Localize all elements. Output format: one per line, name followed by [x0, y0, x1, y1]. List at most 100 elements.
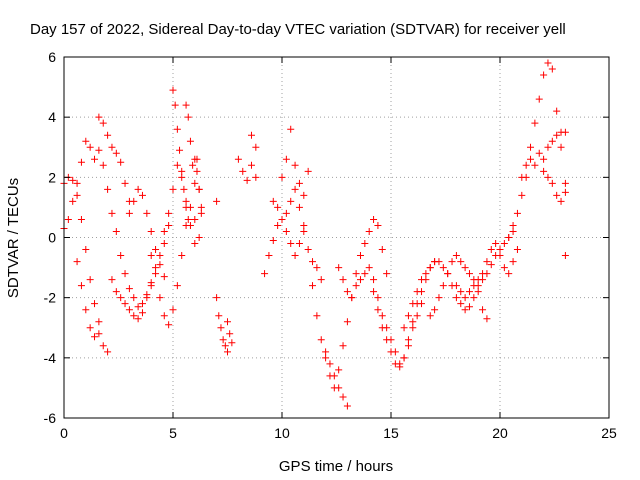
data-point: [252, 143, 260, 151]
data-point: [117, 294, 125, 302]
x-tick-label: 20: [492, 425, 508, 441]
series-sat-track-o: [234, 155, 260, 184]
y-tick-label: -2: [44, 290, 57, 306]
data-point: [99, 342, 107, 350]
data-point: [169, 306, 177, 314]
series-sat-track-a: [60, 137, 155, 311]
series-sat-track-d: [95, 113, 133, 205]
data-point: [82, 246, 90, 254]
data-point: [553, 191, 561, 199]
y-tick-label: 4: [48, 109, 56, 125]
data-point: [391, 360, 399, 368]
data-point: [409, 324, 417, 332]
data-point: [378, 312, 386, 320]
data-point: [69, 197, 77, 205]
data-point: [226, 330, 234, 338]
data-point: [561, 188, 569, 196]
data-point: [130, 294, 138, 302]
grid-lines: [64, 57, 609, 418]
data-point: [418, 276, 426, 284]
data-point: [274, 203, 282, 211]
data-point: [104, 348, 112, 356]
data-point: [191, 215, 199, 223]
data-point: [77, 282, 85, 290]
y-tick-label: 2: [48, 169, 56, 185]
data-point: [343, 318, 351, 326]
data-point: [365, 264, 373, 272]
data-point: [138, 309, 146, 317]
data-point: [479, 270, 487, 278]
data-point: [234, 155, 242, 163]
data-point: [527, 143, 535, 151]
data-point: [287, 197, 295, 205]
data-point: [73, 191, 81, 199]
data-point: [82, 137, 90, 145]
data-point: [82, 306, 90, 314]
data-points: [60, 59, 569, 410]
data-point: [180, 185, 188, 193]
data-point: [343, 288, 351, 296]
data-point: [243, 176, 251, 184]
data-point: [195, 234, 203, 241]
data-point: [561, 179, 569, 187]
data-point: [444, 270, 452, 278]
data-point: [213, 294, 221, 302]
data-point: [309, 258, 317, 266]
data-point: [156, 294, 164, 302]
data-point: [261, 270, 269, 278]
series-sat-track-q: [261, 185, 325, 284]
data-point: [184, 215, 192, 223]
data-point: [309, 282, 317, 290]
data-point: [470, 294, 478, 302]
data-point: [304, 167, 312, 175]
data-point: [330, 372, 338, 380]
data-point: [95, 146, 103, 154]
data-point: [134, 315, 142, 323]
y-tick-label: -6: [44, 410, 57, 426]
data-point: [557, 143, 565, 151]
data-point: [278, 215, 286, 223]
data-point: [518, 173, 526, 181]
data-point: [378, 324, 386, 332]
data-point: [339, 276, 347, 284]
data-point: [540, 155, 548, 163]
data-point: [291, 161, 299, 169]
data-point: [138, 300, 146, 308]
data-point: [300, 221, 308, 229]
data-point: [335, 366, 343, 374]
data-point: [73, 258, 81, 266]
data-point: [160, 273, 168, 281]
data-point: [197, 209, 205, 217]
data-point: [224, 318, 231, 326]
x-tick-label: 0: [60, 425, 68, 441]
data-point: [300, 191, 308, 199]
data-point: [160, 227, 168, 235]
data-point: [69, 176, 77, 184]
data-point: [361, 240, 369, 248]
data-point: [487, 246, 495, 254]
data-point: [535, 95, 543, 103]
data-point: [404, 342, 412, 350]
series-sat-track-z: [452, 240, 521, 302]
data-point: [125, 306, 133, 314]
data-point: [561, 252, 569, 260]
data-point: [452, 294, 460, 302]
data-point: [561, 128, 569, 136]
data-point: [125, 285, 133, 293]
data-point: [370, 276, 378, 284]
data-point: [527, 155, 535, 163]
data-point: [483, 315, 491, 323]
data-point: [156, 261, 164, 269]
data-point: [557, 197, 565, 205]
data-point: [317, 336, 325, 344]
data-point: [461, 294, 469, 302]
data-point: [178, 173, 186, 181]
chart-title: Day 157 of 2022, Sidereal Day-to-day VTE…: [30, 21, 566, 38]
data-point: [165, 209, 173, 217]
data-point: [457, 300, 465, 308]
data-point: [540, 71, 548, 79]
data-point: [282, 209, 290, 217]
data-point: [474, 276, 482, 284]
data-point: [252, 173, 260, 181]
series-sat-track-c: [73, 258, 112, 356]
